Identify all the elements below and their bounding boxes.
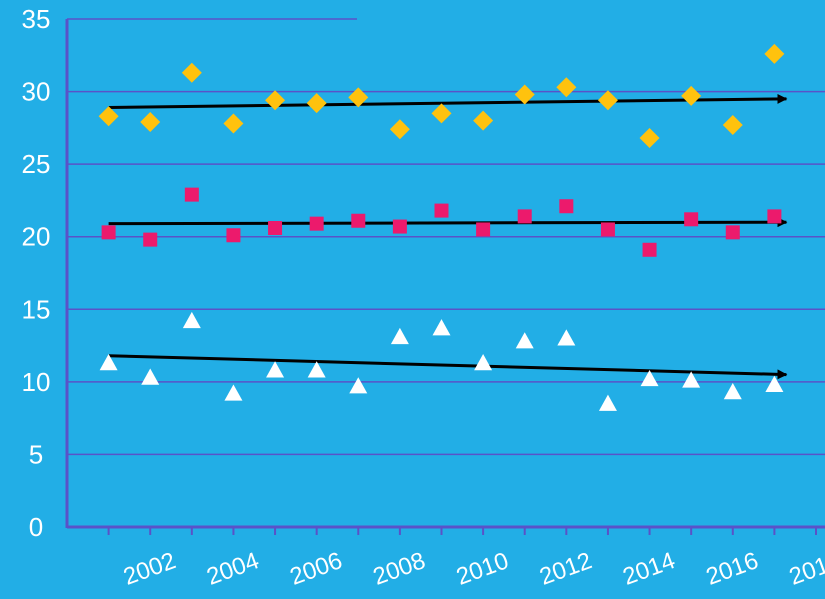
diamond-point-2007 xyxy=(348,87,369,108)
data-points xyxy=(98,43,785,411)
triangle-point-2007 xyxy=(349,377,368,394)
square-point-2013 xyxy=(600,222,615,237)
diamond-point-2006 xyxy=(306,93,327,114)
diamond-point-2013 xyxy=(597,90,618,111)
square-point-2010 xyxy=(476,222,491,237)
square-point-2003 xyxy=(184,187,199,202)
diamond-point-2010 xyxy=(473,110,494,131)
y-tick-label-15: 15 xyxy=(22,294,51,324)
diamond-point-2009 xyxy=(431,103,452,124)
trend-line-triangle xyxy=(108,354,788,380)
y-tick-label-25: 25 xyxy=(22,149,51,179)
square-point-2007 xyxy=(351,213,366,228)
triangle-point-2011 xyxy=(515,332,534,349)
y-tick-label-35: 35 xyxy=(22,4,51,34)
y-tick-label-5: 5 xyxy=(29,439,43,469)
triangle-point-2001 xyxy=(99,353,118,371)
square-point-2008 xyxy=(392,219,407,234)
y-tick-label-30: 30 xyxy=(22,77,51,107)
triangle-point-2005 xyxy=(266,361,285,378)
triangle-point-2017 xyxy=(765,375,784,392)
y-tick-label-10: 10 xyxy=(22,367,51,397)
square-point-2015 xyxy=(684,212,699,227)
square-point-2002 xyxy=(143,232,158,247)
trend-lines xyxy=(108,93,788,380)
triangle-point-2004 xyxy=(224,384,243,401)
triangle-point-2009 xyxy=(432,319,451,336)
triangle-point-2016 xyxy=(723,383,742,400)
y-tick-label-0: 0 xyxy=(29,512,43,542)
triangle-point-2012 xyxy=(557,329,576,346)
diamond-point-2012 xyxy=(556,77,577,98)
gridlines xyxy=(67,18,825,456)
diamond-point-2015 xyxy=(681,85,702,106)
diamond-point-2008 xyxy=(389,119,410,140)
triangle-point-2013 xyxy=(598,394,617,411)
triangle-point-2006 xyxy=(307,361,326,378)
square-point-2001 xyxy=(101,225,116,240)
diamond-point-2011 xyxy=(514,84,535,105)
diamond-point-2003 xyxy=(181,62,202,83)
triangle-point-2003 xyxy=(182,311,201,329)
trend-line-square xyxy=(108,217,788,228)
y-tick-label-20: 20 xyxy=(22,222,51,252)
square-point-2012 xyxy=(559,199,574,214)
diamond-point-2016 xyxy=(722,114,743,135)
square-point-2005 xyxy=(268,221,283,236)
square-point-2011 xyxy=(517,209,532,224)
triangle-point-2015 xyxy=(682,371,701,388)
diamond-point-2014 xyxy=(639,128,660,149)
axes xyxy=(65,19,825,535)
diamond-point-2017 xyxy=(764,43,785,64)
square-point-2006 xyxy=(309,216,324,231)
diamond-point-2005 xyxy=(265,90,286,111)
square-point-2004 xyxy=(226,228,241,243)
diamond-point-2002 xyxy=(140,112,161,133)
triangle-point-2014 xyxy=(640,369,659,387)
square-point-2016 xyxy=(725,225,740,240)
diamond-point-2001 xyxy=(98,106,119,127)
trend-line-diamond xyxy=(108,93,788,110)
diamond-point-2004 xyxy=(223,113,244,134)
square-point-2017 xyxy=(767,209,782,224)
triangle-point-2002 xyxy=(141,368,160,385)
triangle-point-2008 xyxy=(390,327,409,345)
square-point-2014 xyxy=(642,242,657,257)
square-point-2009 xyxy=(434,203,449,218)
triangle-point-2010 xyxy=(474,353,493,371)
